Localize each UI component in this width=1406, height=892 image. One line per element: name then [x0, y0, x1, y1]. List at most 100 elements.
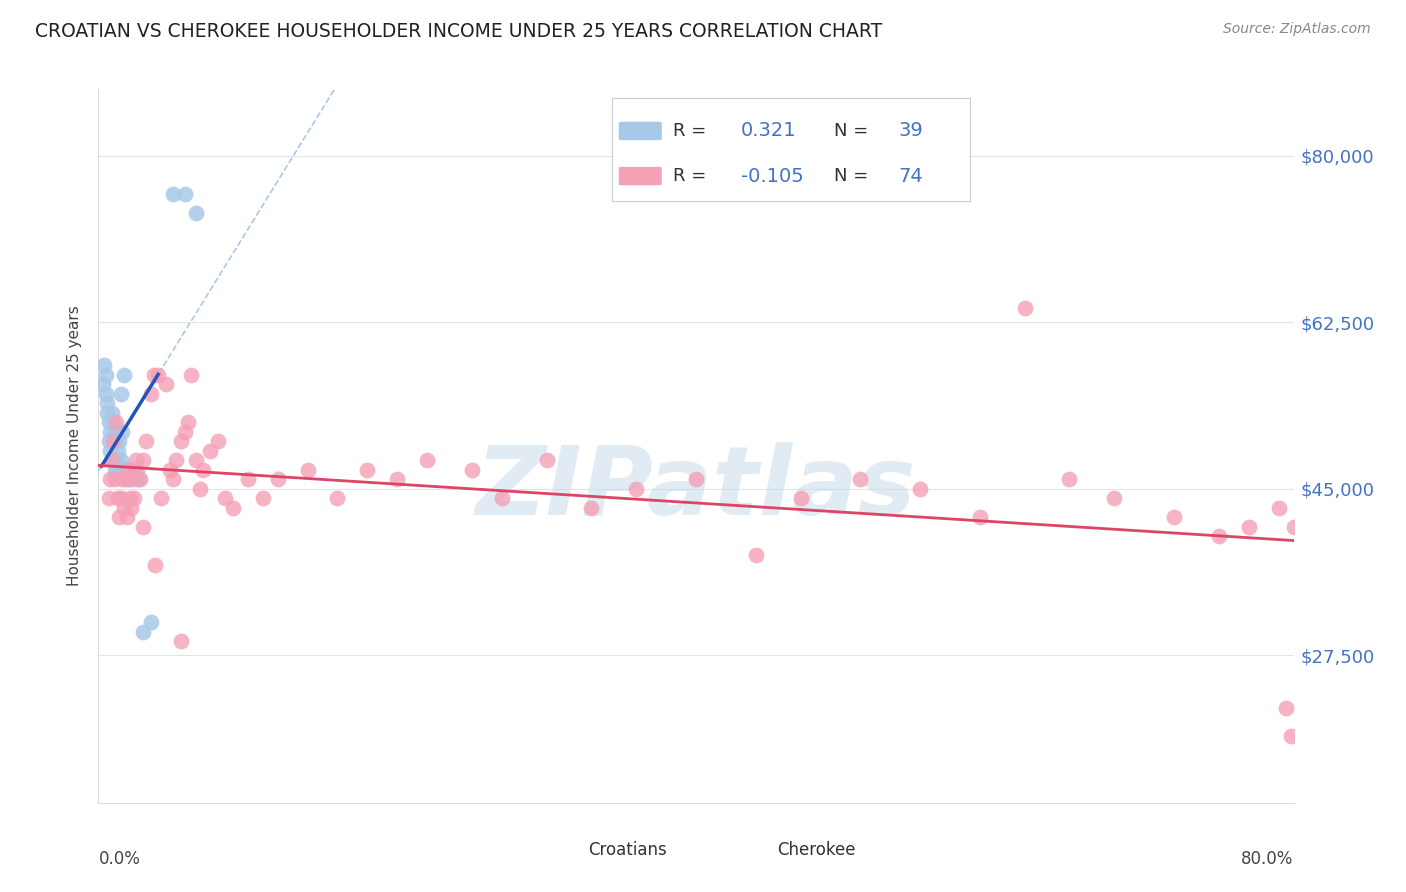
- Point: [103, 453, 125, 467]
- Text: 39: 39: [898, 121, 924, 140]
- Point: [129, 472, 152, 486]
- FancyBboxPatch shape: [619, 121, 662, 140]
- Point: [111, 472, 134, 486]
- Point: [162, 186, 184, 201]
- Point: [104, 425, 127, 439]
- Point: [1275, 700, 1298, 714]
- Point: [104, 472, 127, 486]
- Point: [120, 463, 142, 477]
- Point: [416, 453, 439, 467]
- Point: [105, 434, 128, 449]
- Point: [100, 472, 122, 486]
- Point: [148, 368, 170, 382]
- Point: [626, 482, 648, 496]
- Point: [132, 520, 155, 534]
- Point: [125, 453, 148, 467]
- Point: [107, 443, 129, 458]
- Point: [112, 368, 135, 382]
- Y-axis label: Householder Income Under 25 years: Householder Income Under 25 years: [67, 306, 83, 586]
- Point: [110, 453, 132, 467]
- Point: [108, 434, 131, 449]
- Point: [93, 358, 115, 372]
- Point: [127, 463, 149, 477]
- Point: [214, 491, 236, 506]
- Text: CROATIAN VS CHEROKEE HOUSEHOLDER INCOME UNDER 25 YEARS CORRELATION CHART: CROATIAN VS CHEROKEE HOUSEHOLDER INCOME …: [35, 22, 883, 41]
- Point: [132, 624, 155, 639]
- Point: [143, 558, 166, 572]
- Point: [105, 415, 128, 429]
- Point: [124, 463, 146, 477]
- Point: [104, 463, 127, 477]
- Point: [111, 425, 134, 439]
- Point: [222, 500, 245, 515]
- Point: [1282, 520, 1305, 534]
- Point: [385, 472, 409, 486]
- Point: [849, 472, 872, 486]
- Point: [115, 463, 138, 477]
- Point: [789, 491, 811, 506]
- Point: [1237, 520, 1260, 534]
- Point: [139, 615, 162, 629]
- Point: [356, 463, 378, 477]
- Point: [174, 186, 197, 201]
- Point: [188, 482, 211, 496]
- Point: [162, 472, 184, 486]
- Point: [184, 206, 207, 220]
- Point: [155, 377, 177, 392]
- Point: [169, 434, 191, 449]
- Point: [191, 463, 214, 477]
- Point: [180, 368, 202, 382]
- Point: [685, 472, 707, 486]
- Point: [1208, 529, 1230, 543]
- Point: [1104, 491, 1126, 506]
- Point: [135, 434, 157, 449]
- Point: [267, 472, 290, 486]
- Point: [118, 491, 141, 506]
- Text: -0.105: -0.105: [741, 167, 803, 186]
- Point: [114, 472, 136, 486]
- Point: [91, 377, 114, 392]
- Point: [101, 406, 124, 420]
- Point: [100, 425, 122, 439]
- Point: [908, 482, 931, 496]
- Point: [101, 453, 124, 467]
- Point: [969, 510, 991, 524]
- Point: [236, 472, 259, 486]
- Point: [94, 386, 117, 401]
- Point: [169, 634, 191, 648]
- Point: [117, 463, 139, 477]
- Point: [120, 500, 142, 515]
- Point: [107, 491, 129, 506]
- Point: [101, 453, 124, 467]
- Point: [174, 425, 197, 439]
- Text: 0.321: 0.321: [741, 121, 796, 140]
- Point: [110, 386, 132, 401]
- Text: 80.0%: 80.0%: [1241, 850, 1294, 869]
- Point: [103, 415, 125, 429]
- Point: [581, 500, 603, 515]
- Point: [1279, 729, 1302, 743]
- Point: [491, 491, 513, 506]
- Point: [326, 491, 349, 506]
- Text: N =: N =: [834, 167, 868, 185]
- Point: [128, 472, 150, 486]
- Point: [108, 510, 131, 524]
- Text: 74: 74: [898, 167, 924, 186]
- FancyBboxPatch shape: [619, 167, 662, 186]
- Point: [97, 415, 120, 429]
- Point: [142, 368, 165, 382]
- Point: [252, 491, 274, 506]
- Point: [94, 368, 117, 382]
- Point: [1014, 301, 1036, 315]
- Point: [107, 463, 129, 477]
- Point: [124, 491, 146, 506]
- Point: [1163, 510, 1185, 524]
- FancyBboxPatch shape: [619, 167, 662, 186]
- FancyBboxPatch shape: [619, 121, 662, 140]
- Text: R =: R =: [672, 167, 706, 185]
- Point: [177, 415, 200, 429]
- Point: [103, 434, 125, 449]
- Point: [150, 491, 173, 506]
- Point: [745, 549, 768, 563]
- Point: [117, 472, 139, 486]
